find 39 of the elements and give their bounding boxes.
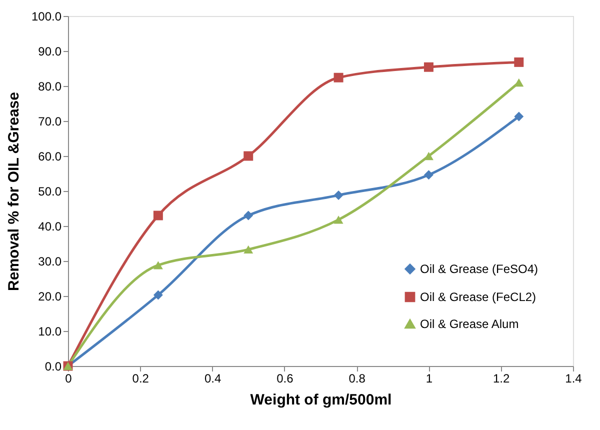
point <box>514 57 524 67</box>
legend-label: Oil & Grease Alum <box>420 317 519 331</box>
point <box>514 78 524 87</box>
y-tick-label: 30.0 <box>38 254 62 268</box>
x-tick-label: 1 <box>426 372 433 386</box>
y-tick-label: 90.0 <box>38 44 62 58</box>
y-tick-label: 50.0 <box>38 184 62 198</box>
x-axis-title: Weight of gm/500ml <box>250 392 392 408</box>
x-tick-label: 0 <box>65 372 72 386</box>
x-tick-label: 0.8 <box>348 372 366 386</box>
point <box>244 210 254 220</box>
y-tick-label: 80.0 <box>38 80 62 94</box>
point <box>244 151 254 161</box>
point <box>153 261 163 270</box>
point <box>514 112 524 122</box>
point <box>244 245 254 254</box>
x-tick-label: 0.4 <box>204 372 222 386</box>
point <box>153 210 163 220</box>
point <box>334 216 344 224</box>
x-tick-label: 0.6 <box>276 372 294 386</box>
y-tick-label: 0.0 <box>44 360 62 374</box>
y-axis-title: Removal % for OIL &Grease <box>5 92 22 291</box>
x-tick-label: 1.2 <box>493 372 510 386</box>
point <box>424 152 434 160</box>
x-tick-label: 1.4 <box>565 372 582 386</box>
point <box>334 190 344 200</box>
y-tick-label: 60.0 <box>38 150 62 164</box>
point <box>334 72 344 82</box>
point <box>153 290 163 300</box>
y-tick-label: 10.0 <box>38 324 62 338</box>
y-tick-label: 40.0 <box>38 220 62 234</box>
point <box>424 62 434 72</box>
x-tick-label: 0.2 <box>132 372 150 386</box>
legend-label: Oil & Grease (FeSO4) <box>420 262 538 276</box>
y-tick-label: 100.0 <box>31 10 62 24</box>
point <box>424 170 434 180</box>
y-tick-label: 70.0 <box>38 114 62 128</box>
legend-label: Oil & Grease (FeCL2) <box>420 290 536 304</box>
y-tick-label: 20.0 <box>38 290 62 304</box>
